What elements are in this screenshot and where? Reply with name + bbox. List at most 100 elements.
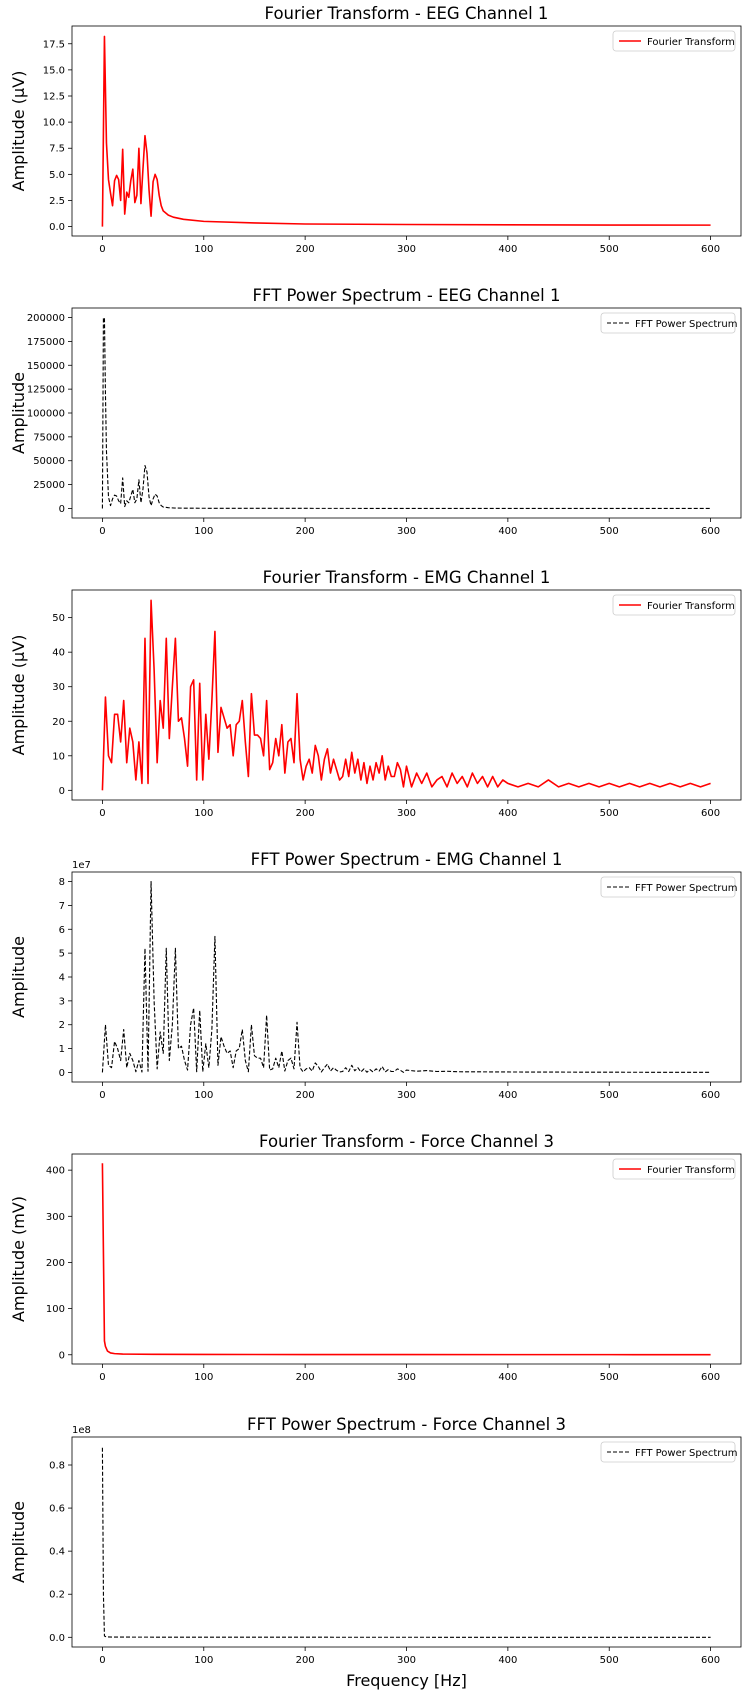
- y-tick-label: 4: [59, 973, 65, 984]
- legend-label: FFT Power Spectrum: [635, 883, 738, 894]
- x-tick-label: 500: [600, 808, 619, 819]
- x-tick-label: 600: [701, 526, 720, 537]
- x-tick-label: 400: [498, 526, 517, 537]
- x-tick-label: 0: [99, 526, 105, 537]
- x-tick-label: 500: [600, 526, 619, 537]
- y-tick-label: 10: [52, 751, 65, 762]
- y-axis-label: Amplitude (µV): [9, 71, 28, 192]
- legend-label: Fourier Transform: [647, 1165, 735, 1176]
- x-tick-label: 300: [397, 808, 416, 819]
- legend-label: Fourier Transform: [647, 37, 735, 48]
- chart-6: FFT Power Spectrum - Force Channel 3 Ampl…: [9, 1415, 742, 1690]
- x-tick-label: 200: [296, 1372, 315, 1383]
- legend: Fourier Transform: [612, 594, 736, 616]
- x-tick-label: 300: [397, 244, 416, 255]
- x-tick-label: 400: [498, 808, 517, 819]
- x-tick-label: 0: [99, 244, 105, 255]
- x-tick-label: 600: [701, 1372, 720, 1383]
- y-tick-label: 8: [59, 877, 65, 888]
- legend: Fourier Transform: [612, 30, 736, 52]
- x-tick-label: 300: [397, 1090, 416, 1101]
- legend-label: Fourier Transform: [647, 601, 735, 612]
- y-tick-label: 25000: [33, 480, 65, 491]
- y-tick-label: 0.6: [49, 1504, 65, 1515]
- y-axis-label: Amplitude (mV): [9, 1196, 28, 1322]
- y-tick-label: 100: [46, 1304, 65, 1315]
- y-tick-label: 100000: [27, 409, 65, 420]
- series-line-1: [101, 316, 711, 509]
- y-tick-label: 300: [46, 1212, 65, 1223]
- series-line-1: [101, 1447, 711, 1638]
- legend-label: FFT Power Spectrum: [635, 1448, 738, 1459]
- x-tick-label: 100: [194, 1655, 213, 1666]
- chart-title: Fourier Transform - EEG Channel 1: [265, 4, 549, 23]
- legend: FFT Power Spectrum: [600, 876, 738, 898]
- y-tick-label: 400: [46, 1166, 65, 1177]
- y-tick-label: 15.0: [43, 65, 65, 76]
- y-tick-label: 7.5: [49, 144, 65, 155]
- chart-title: FFT Power Spectrum - EMG Channel 1: [251, 850, 563, 869]
- legend-label: FFT Power Spectrum: [635, 319, 738, 330]
- legend-box: [612, 1158, 736, 1180]
- x-tick-label: 200: [296, 808, 315, 819]
- y-offset-text: 1e7: [72, 860, 91, 871]
- y-tick-label: 0: [59, 1068, 65, 1079]
- x-axis-label: Frequency [Hz]: [346, 1671, 467, 1690]
- x-tick-label: 600: [701, 1090, 720, 1101]
- y-tick-label: 1: [59, 1044, 65, 1055]
- x-tick-label: 600: [701, 244, 720, 255]
- y-tick-label: 0: [59, 1350, 65, 1361]
- y-tick-label: 0: [59, 504, 65, 515]
- y-axis-label: Amplitude: [9, 1501, 28, 1583]
- chart-title: FFT Power Spectrum - EEG Channel 1: [253, 286, 561, 305]
- y-tick-label: 175000: [27, 337, 65, 348]
- x-tick-label: 400: [498, 1372, 517, 1383]
- x-tick-label: 200: [296, 244, 315, 255]
- legend-box: [600, 876, 736, 898]
- y-offset-text: 1e8: [72, 1425, 91, 1436]
- chart-3: Fourier Transform - EMG Channel 1 Amplitu…: [9, 568, 742, 819]
- legend-box: [612, 30, 736, 52]
- y-axis-label: Amplitude: [9, 372, 28, 454]
- legend-box: [612, 594, 736, 616]
- y-tick-label: 12.5: [43, 92, 65, 103]
- x-tick-label: 400: [498, 1655, 517, 1666]
- legend: Fourier Transform: [612, 1158, 736, 1180]
- y-tick-label: 0.8: [49, 1461, 65, 1472]
- y-tick-label: 50000: [33, 456, 65, 467]
- y-axis-label: Amplitude: [9, 936, 28, 1018]
- x-tick-label: 100: [194, 1372, 213, 1383]
- axes-frame: [71, 25, 742, 237]
- axes-frame: [71, 307, 742, 519]
- x-tick-label: 200: [296, 526, 315, 537]
- y-tick-label: 200: [46, 1258, 65, 1269]
- y-tick-label: 10.0: [43, 118, 65, 129]
- y-axis-label: Amplitude (µV): [9, 635, 28, 756]
- y-tick-label: 0.0: [49, 222, 65, 233]
- legend-box: [600, 312, 736, 334]
- x-tick-label: 300: [397, 1655, 416, 1666]
- x-tick-label: 100: [194, 1090, 213, 1101]
- y-tick-label: 200000: [27, 313, 65, 324]
- x-tick-label: 0: [99, 1090, 105, 1101]
- chart-4: FFT Power Spectrum - EMG Channel 1 Amplit…: [9, 850, 742, 1101]
- y-tick-label: 125000: [27, 385, 65, 396]
- x-tick-label: 400: [498, 1090, 517, 1101]
- y-tick-label: 0.0: [49, 1633, 65, 1644]
- y-tick-label: 2: [59, 1020, 65, 1031]
- y-tick-label: 50: [52, 613, 65, 624]
- y-tick-label: 5: [59, 949, 65, 960]
- y-tick-label: 0.4: [49, 1547, 65, 1558]
- y-tick-label: 0: [59, 786, 65, 797]
- chart-1: Fourier Transform - EEG Channel 1 Amplitu…: [9, 4, 742, 255]
- x-tick-label: 300: [397, 526, 416, 537]
- x-tick-label: 100: [194, 808, 213, 819]
- axes-frame: [71, 1436, 742, 1648]
- y-tick-label: 20: [52, 717, 65, 728]
- x-tick-label: 200: [296, 1090, 315, 1101]
- x-tick-label: 600: [701, 1655, 720, 1666]
- axes-frame: [71, 1153, 742, 1365]
- series-line-1: [101, 599, 711, 791]
- x-tick-label: 300: [397, 1372, 416, 1383]
